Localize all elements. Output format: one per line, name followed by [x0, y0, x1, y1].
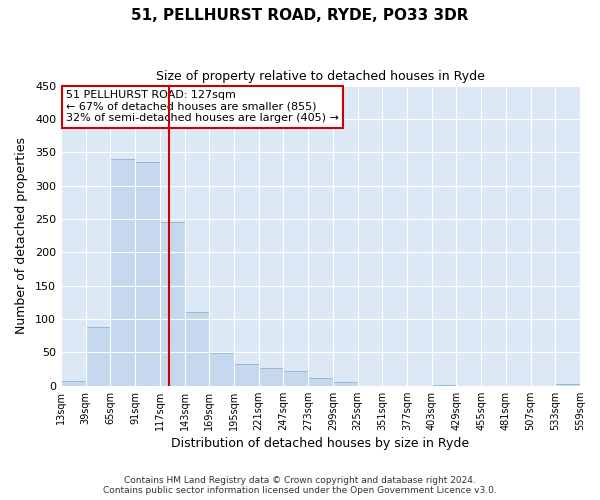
Bar [160, 222, 185, 386]
Bar [333, 382, 358, 386]
Text: 51 PELLHURST ROAD: 127sqm
← 67% of detached houses are smaller (855)
32% of semi: 51 PELLHURST ROAD: 127sqm ← 67% of detac… [66, 90, 339, 124]
Bar [209, 353, 234, 386]
Y-axis label: Number of detached properties: Number of detached properties [15, 137, 28, 334]
Bar [308, 378, 333, 386]
Bar [431, 385, 457, 386]
Bar [110, 159, 135, 386]
Text: 51, PELLHURST ROAD, RYDE, PO33 3DR: 51, PELLHURST ROAD, RYDE, PO33 3DR [131, 8, 469, 22]
Bar [61, 381, 86, 386]
Bar [86, 327, 110, 386]
Bar [555, 384, 580, 386]
X-axis label: Distribution of detached houses by size in Ryde: Distribution of detached houses by size … [172, 437, 470, 450]
Bar [185, 312, 209, 386]
Text: Contains HM Land Registry data © Crown copyright and database right 2024.
Contai: Contains HM Land Registry data © Crown c… [103, 476, 497, 495]
Title: Size of property relative to detached houses in Ryde: Size of property relative to detached ho… [156, 70, 485, 83]
Bar [135, 162, 160, 386]
Bar [234, 364, 259, 386]
Bar [283, 371, 308, 386]
Bar [259, 368, 283, 386]
